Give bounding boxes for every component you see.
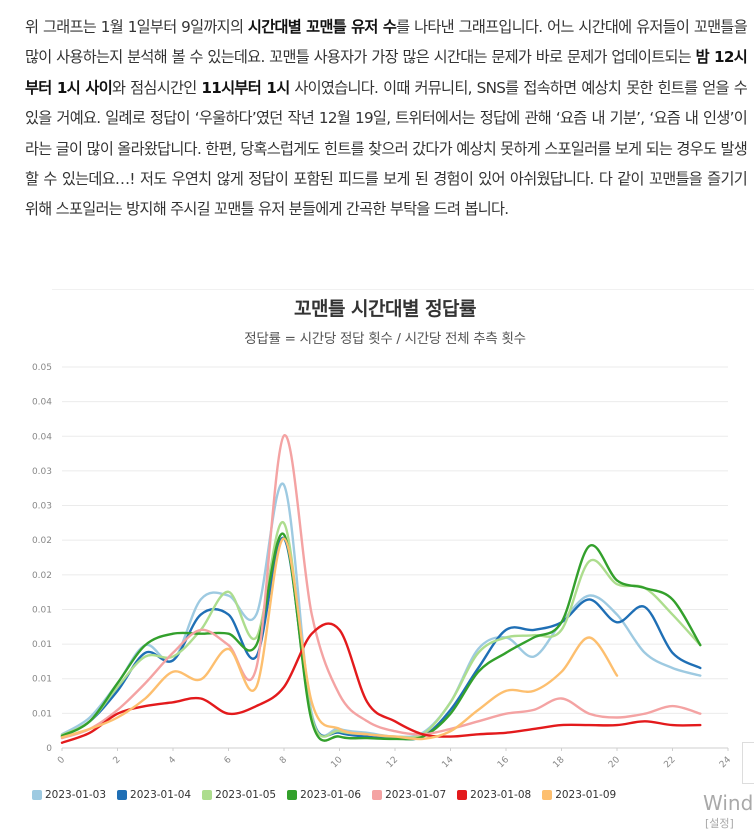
legend-swatch [32, 790, 42, 800]
x-tick-label: 8 [278, 755, 289, 766]
y-tick-label: 0 [46, 744, 52, 754]
x-tick-label: 10 [329, 755, 344, 770]
article-text: 위 그래프는 1월 1일부터 9일까지의 [25, 18, 248, 36]
y-tick-label: 0.02 [32, 536, 52, 546]
legend-label: 2023-01-03 [45, 789, 107, 801]
article-paragraph: 위 그래프는 1월 1일부터 9일까지의 시간대별 꼬맨틀 유저 수를 나타낸 … [25, 12, 748, 225]
x-tick-label: 6 [222, 755, 233, 766]
x-tick-label: 20 [607, 755, 622, 770]
series-line-2023-01-09 [60, 537, 619, 741]
legend-item-2023-01-08[interactable]: 2023-01-08 [457, 789, 531, 801]
x-tick-label: 24 [718, 755, 733, 770]
y-tick-label: 0.04 [32, 398, 52, 408]
x-tick-label: 2 [111, 755, 122, 766]
y-tick-label: 0.03 [32, 502, 52, 512]
series-line-2023-01-06 [60, 532, 702, 742]
legend-item-2023-01-09[interactable]: 2023-01-09 [542, 789, 616, 801]
activation-watermark-sub: [설정] [705, 817, 734, 830]
chart-title: 꼬맨틀 시간대별 정답률 [293, 298, 477, 320]
legend-swatch [372, 790, 383, 800]
legend-swatch [542, 790, 553, 800]
article-bold: 11시부터 1시 [201, 78, 290, 97]
article-text: 사이였습니다. 이때 커뮤니티, SNS를 접속하면 예상치 못한 힌트를 얻을… [25, 78, 748, 219]
x-tick-label: 18 [551, 755, 566, 770]
legend-swatch [117, 790, 128, 800]
legend-swatch [287, 790, 298, 800]
legend-label: 2023-01-06 [300, 789, 362, 801]
legend-swatch [202, 790, 213, 800]
x-tick-label: 14 [440, 755, 455, 770]
legend-label: 2023-01-07 [385, 789, 447, 801]
series-line-2023-01-04 [60, 537, 702, 741]
article-bold: 시간대별 꼬맨틀 유저 수 [247, 18, 397, 36]
chart-legend: 2023-01-03 2023-01-04 2023-01-05 2023-01-06… [32, 789, 616, 801]
x-tick-label: 16 [496, 755, 511, 770]
y-tick-label: 0.01 [32, 709, 52, 719]
y-tick-label: 0.01 [32, 640, 52, 650]
legend-label: 2023-01-08 [470, 789, 532, 801]
y-tick-label: 0.01 [32, 605, 52, 615]
legend-item-2023-01-04[interactable]: 2023-01-04 [117, 789, 191, 801]
y-tick-label: 0.05 [32, 363, 52, 373]
series-line-2023-01-08 [60, 622, 702, 744]
legend-swatch [457, 790, 468, 800]
legend-label: 2023-01-04 [130, 789, 192, 801]
y-tick-label: 0.03 [32, 467, 52, 477]
legend-item-2023-01-05[interactable]: 2023-01-05 [202, 789, 276, 801]
article-text: 를 나타낸 그래프입니다. 어느 시간대에 유저들이 꼬맨틀을 많이 사용하는지… [25, 18, 748, 67]
legend-item-2023-01-07[interactable]: 2023-01-07 [372, 789, 446, 801]
y-tick-label: 0.04 [32, 432, 52, 442]
article-text: 와 점심시간인 [111, 78, 202, 97]
series-line-2023-01-07 [60, 434, 702, 740]
x-tick-label: 12 [385, 755, 400, 770]
legend-label: 2023-01-05 [215, 789, 277, 801]
y-tick-label: 0.02 [32, 571, 52, 581]
article-bold: 밤 12시부터 1시 사이 [25, 48, 748, 97]
section-divider [52, 289, 754, 290]
legend-item-2023-01-06[interactable]: 2023-01-06 [287, 789, 361, 801]
x-tick-label: 4 [167, 755, 178, 766]
y-tick-label: 0.01 [32, 675, 52, 685]
chart-subtitle: 정답률 = 시간당 정답 횟수 / 시간당 전체 추측 횟수 [244, 331, 526, 347]
x-tick-label: 22 [662, 755, 677, 770]
side-panel-edge [742, 742, 754, 784]
legend-item-2023-01-03[interactable]: 2023-01-03 [32, 789, 106, 801]
legend-label: 2023-01-09 [555, 789, 617, 801]
line-chart: 0 0.01 0.01 0.01 0.01 0.02 0.02 0.03 0.03 0.04 0.0… [32, 363, 733, 770]
x-tick-label: 0 [56, 755, 67, 766]
activation-watermark: Windo [703, 791, 754, 815]
